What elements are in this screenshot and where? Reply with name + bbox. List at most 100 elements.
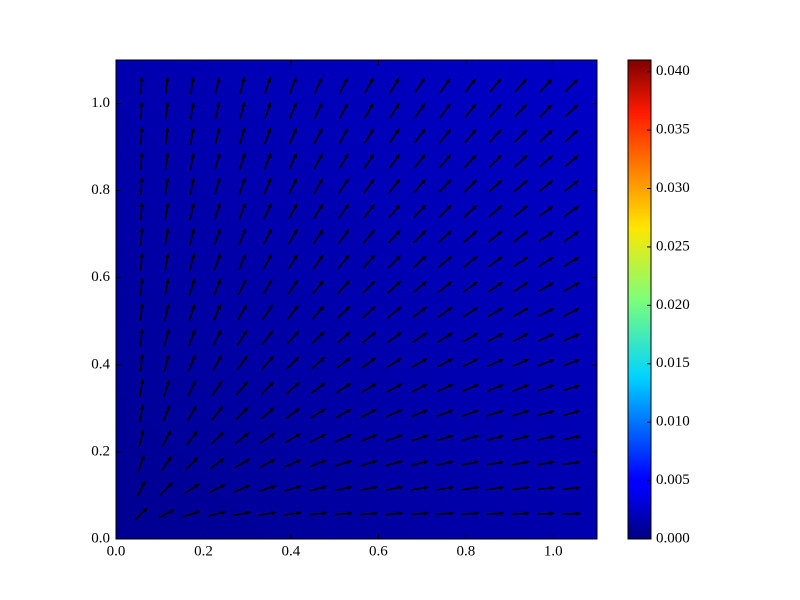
- arrow: [464, 128, 477, 144]
- arrow: [562, 409, 581, 417]
- arrow: [413, 179, 426, 194]
- arrow: [335, 382, 352, 394]
- arrow: [286, 305, 299, 320]
- arrow: [288, 177, 298, 195]
- arrow: [537, 359, 555, 367]
- colorbar-tick-label: 0.040: [656, 63, 690, 79]
- arrow: [437, 281, 453, 294]
- arrow: [513, 205, 528, 218]
- arrow: [537, 307, 555, 318]
- arrow: [238, 177, 246, 195]
- arrow: [413, 204, 427, 219]
- arrow: [387, 229, 401, 244]
- arrow: [438, 230, 452, 244]
- arrow: [486, 511, 505, 516]
- arrow: [537, 485, 556, 491]
- arrow: [363, 178, 375, 194]
- arrow: [214, 76, 221, 95]
- arrow: [335, 459, 353, 467]
- arrow: [188, 303, 196, 321]
- arrow: [233, 510, 252, 517]
- arrow: [185, 456, 199, 471]
- arrow: [313, 127, 323, 145]
- arrow: [538, 205, 554, 218]
- arrow: [336, 331, 351, 344]
- arrow: [462, 332, 479, 343]
- colorbar-tick-label: 0.025: [656, 238, 690, 254]
- arrow: [337, 229, 350, 245]
- arrow: [360, 459, 378, 467]
- arrow: [511, 460, 530, 466]
- arrow: [312, 254, 324, 270]
- arrow: [214, 127, 221, 145]
- arrow: [412, 332, 428, 344]
- arrow: [463, 230, 478, 243]
- arrow: [364, 77, 374, 94]
- arrow: [537, 333, 555, 342]
- arrow: [487, 256, 503, 268]
- arrow: [539, 78, 553, 93]
- arrow: [187, 354, 196, 372]
- arrow: [514, 78, 527, 93]
- arrow: [163, 379, 171, 397]
- arrow: [412, 255, 427, 269]
- arrow: [513, 256, 529, 268]
- arrow: [486, 485, 505, 491]
- arrow: [361, 357, 377, 369]
- arrow: [338, 178, 349, 194]
- arrow: [361, 331, 377, 344]
- arrow: [360, 511, 379, 516]
- x-tick-label: 0.0: [107, 543, 126, 559]
- colorbar-tick-label: 0.010: [656, 414, 690, 430]
- arrow: [288, 127, 297, 145]
- arrow: [161, 429, 171, 447]
- arrow: [139, 227, 144, 246]
- arrow: [309, 459, 327, 468]
- arrow: [412, 230, 427, 244]
- arrow: [139, 101, 144, 120]
- arrow: [164, 227, 170, 246]
- arrow: [164, 252, 170, 271]
- arrow: [259, 459, 276, 469]
- arrow: [563, 333, 580, 342]
- arrow: [338, 127, 349, 145]
- arrow: [564, 180, 579, 193]
- arrow: [489, 103, 502, 118]
- arrow: [511, 485, 530, 491]
- arrow: [235, 381, 249, 396]
- arrow: [310, 382, 326, 394]
- arrow: [562, 460, 581, 466]
- arrow: [311, 305, 325, 320]
- arrow: [189, 126, 196, 145]
- arrow: [387, 280, 402, 294]
- arrow: [184, 483, 200, 495]
- colorbar-tick-label: 0.035: [656, 122, 690, 138]
- colorbar-tick-label: 0.005: [656, 472, 690, 488]
- arrow: [238, 228, 246, 245]
- arrow: [385, 485, 404, 491]
- x-tick-label: 0.8: [456, 543, 475, 559]
- x-tick-label: 0.4: [282, 543, 301, 559]
- arrow: [158, 509, 175, 519]
- arrow: [288, 152, 297, 170]
- arrow: [437, 255, 453, 269]
- arrow: [234, 458, 251, 469]
- arrow: [284, 433, 301, 444]
- arrow: [412, 281, 427, 294]
- arrow: [189, 227, 196, 246]
- arrow: [213, 227, 221, 246]
- arrow: [511, 511, 530, 516]
- arrow: [413, 154, 426, 169]
- arrow: [489, 78, 502, 93]
- arrow: [512, 384, 530, 392]
- arrow: [189, 202, 196, 221]
- arrows: [134, 76, 581, 521]
- arrow: [385, 511, 404, 516]
- arrow: [334, 511, 353, 516]
- arrow: [314, 77, 323, 94]
- arrow: [338, 203, 349, 219]
- arrow: [486, 434, 505, 442]
- arrow: [563, 231, 580, 243]
- arrow: [212, 354, 222, 371]
